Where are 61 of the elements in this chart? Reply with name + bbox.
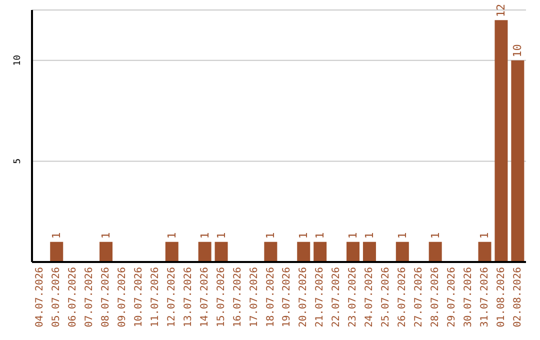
- data-label: 12: [494, 4, 508, 18]
- data-label: 1: [198, 232, 212, 239]
- data-label: 1: [165, 232, 178, 239]
- x-tick-label: 07.07.2026: [84, 267, 96, 328]
- x-tick-label: 29.07.2026: [446, 267, 458, 328]
- x-tick-label: 12.07.2026: [166, 267, 178, 328]
- x-tick-label: 26.07.2026: [397, 267, 408, 328]
- x-tick-label: 13.07.2026: [182, 267, 194, 328]
- x-tick-label: 28.07.2026: [430, 267, 441, 328]
- data-label: 1: [50, 232, 64, 239]
- bar: [478, 242, 492, 262]
- data-label: 1: [396, 232, 409, 239]
- bar: [100, 242, 113, 262]
- bar: [198, 242, 212, 262]
- x-tick-label: 09.07.2026: [117, 267, 128, 328]
- bar: [428, 242, 442, 262]
- data-label: 1: [297, 232, 310, 239]
- x-tick-label: 22.07.2026: [331, 267, 342, 328]
- y-tick-label: 5: [13, 158, 23, 164]
- data-label: 1: [362, 232, 376, 239]
- bar: [264, 242, 278, 262]
- x-tick-label: 02.08.2026: [512, 267, 524, 328]
- x-tick-label: 25.07.2026: [380, 267, 392, 328]
- data-label: 1: [314, 232, 327, 239]
- data-label: 1: [346, 232, 360, 239]
- bar: [346, 242, 360, 262]
- x-tick-label: 01.08.2026: [496, 267, 507, 328]
- bar: [314, 242, 327, 262]
- x-tick-label: 15.07.2026: [216, 267, 227, 328]
- x-tick-label: 23.07.2026: [348, 267, 359, 328]
- bar: [362, 242, 376, 262]
- x-tick-label: 06.07.2026: [68, 267, 79, 328]
- data-label: 1: [214, 232, 228, 239]
- x-tick-label: 27.07.2026: [413, 267, 424, 328]
- x-tick-label: 19.07.2026: [282, 267, 293, 328]
- data-label: 1: [264, 232, 278, 239]
- x-tick-label: 31.07.2026: [479, 267, 490, 328]
- bar: [396, 242, 409, 262]
- x-tick-label: 16.07.2026: [232, 267, 244, 328]
- data-label: 10: [511, 44, 524, 58]
- x-tick-label: 10.07.2026: [134, 267, 145, 328]
- x-tick-label: 21.07.2026: [314, 267, 326, 328]
- bar: [165, 242, 178, 262]
- data-label: 1: [428, 232, 442, 239]
- bar: [511, 60, 524, 262]
- x-tick-label: 08.07.2026: [100, 267, 112, 328]
- x-tick-label: 18.07.2026: [265, 267, 276, 328]
- data-label: 1: [478, 232, 492, 239]
- bar: [214, 242, 228, 262]
- x-tick-label: 05.07.2026: [51, 267, 62, 328]
- bar: [50, 242, 64, 262]
- x-tick-label: 20.07.2026: [298, 267, 310, 328]
- x-tick-label: 30.07.2026: [462, 267, 474, 328]
- x-tick-label: 17.07.2026: [248, 267, 260, 328]
- x-tick-label: 11.07.2026: [150, 267, 161, 328]
- bar: [494, 20, 508, 262]
- bar: [297, 242, 310, 262]
- x-tick-label: 04.07.2026: [34, 267, 46, 328]
- data-label: 1: [100, 232, 113, 239]
- x-tick-label: 24.07.2026: [364, 267, 376, 328]
- x-tick-label: 14.07.2026: [199, 267, 210, 328]
